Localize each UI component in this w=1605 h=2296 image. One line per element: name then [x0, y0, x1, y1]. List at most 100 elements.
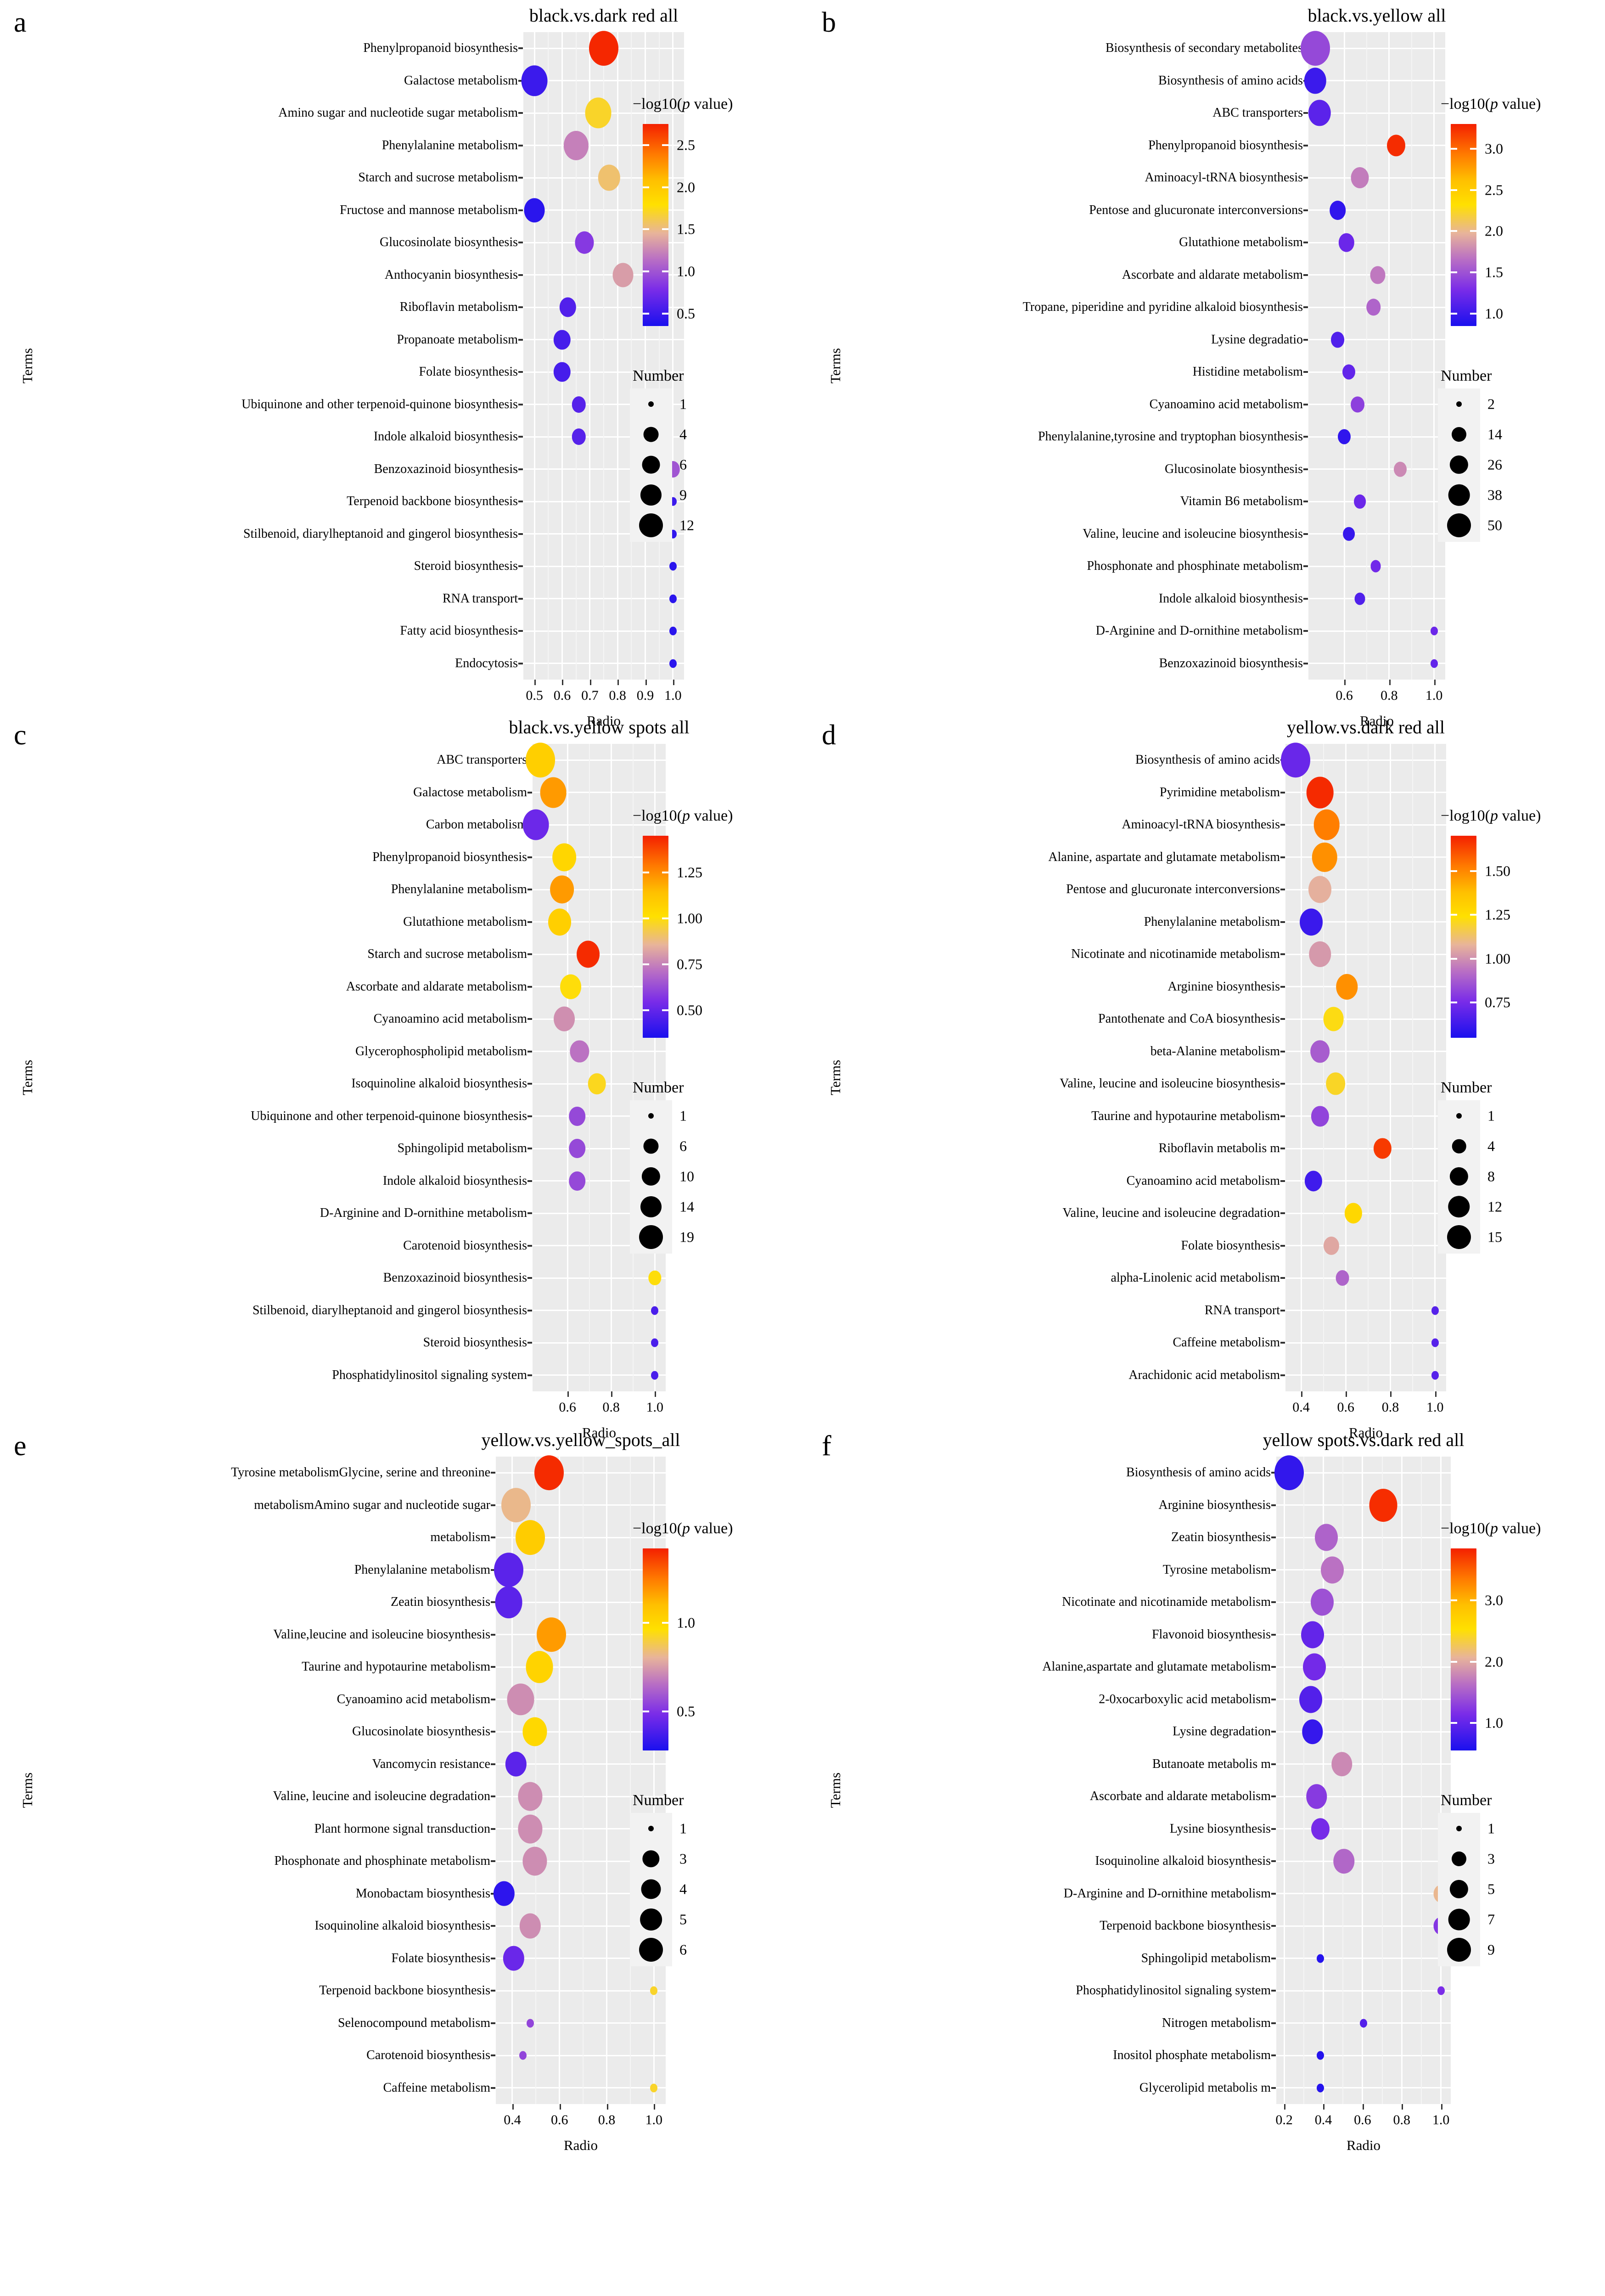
gridline-h	[1285, 759, 1446, 761]
gridline-v	[1434, 744, 1436, 1391]
x-axis-tick-label: 0.6	[1337, 1400, 1355, 1415]
size-legend-dot	[639, 1225, 663, 1249]
data-point-bubble	[494, 1552, 524, 1587]
gridline-h	[496, 1828, 666, 1830]
y-axis-tick	[1303, 533, 1308, 535]
x-axis-tick-label: 0.5	[526, 688, 543, 703]
x-axis-tick-label: 1.0	[1425, 688, 1443, 703]
y-axis-tick	[1271, 2054, 1276, 2057]
size-legend-dot	[1449, 1167, 1469, 1186]
size-legend-dot	[639, 1938, 663, 1962]
x-axis-tick	[562, 680, 564, 685]
size-legend-dot	[1452, 1851, 1466, 1866]
gridline-h	[1308, 112, 1445, 114]
size-legend-label: 4	[1487, 1137, 1495, 1154]
gridline-h	[533, 1277, 666, 1279]
panel-title-b: black.vs.yellow all	[1308, 5, 1446, 26]
y-axis-tick	[1280, 1374, 1285, 1376]
gridline-h	[1308, 436, 1445, 438]
gridline-h	[1285, 792, 1446, 793]
panel-title-f: yellow spots.vs.dark red all	[1263, 1429, 1465, 1450]
x-axis-tick	[1344, 680, 1346, 685]
data-point-bubble	[1323, 1007, 1344, 1031]
y-axis-tick	[528, 1212, 532, 1215]
color-legend-label: 2.5	[677, 136, 695, 153]
x-axis-tick	[512, 2104, 514, 2110]
y-axis-label: Nitrogen metabolism	[1162, 2015, 1271, 2030]
y-axis-label: Aminoacyl-tRNA biosynthesis	[1145, 170, 1303, 185]
gridline-h	[533, 759, 666, 761]
size-legend-dot	[642, 1850, 660, 1868]
data-point-bubble	[585, 97, 612, 129]
y-axis-tick	[1280, 1244, 1285, 1247]
y-axis-label: Glutathione metabolism	[1179, 235, 1303, 250]
gridline-h	[1308, 371, 1445, 373]
y-axis-label: Cyanoamino acid metabolism	[337, 1692, 490, 1706]
x-axis-tick-label: 1.0	[645, 2112, 663, 2127]
gridline-h	[1308, 339, 1445, 341]
x-axis-title: Radio	[1359, 713, 1394, 729]
color-legend-label: 1.0	[1485, 1714, 1503, 1731]
y-axis-label: Indole alkaloid biosynthesis	[373, 429, 518, 444]
data-point-bubble	[1280, 743, 1310, 778]
size-legend-dot	[1456, 1113, 1462, 1119]
size-legend-label: 4	[679, 426, 687, 443]
gridline-h	[496, 1860, 666, 1862]
y-axis-label: Folate biosynthesis	[419, 365, 518, 379]
gridline-v	[617, 32, 618, 680]
x-axis-tick	[1402, 2104, 1403, 2110]
data-point-bubble	[1430, 659, 1438, 668]
y-axis-tick	[1280, 1180, 1285, 1182]
gridline-h	[1276, 1569, 1451, 1571]
x-axis-title: Radio	[563, 2137, 598, 2153]
y-axis-tick	[1303, 144, 1308, 146]
data-point-bubble	[577, 940, 600, 968]
data-point-bubble	[1374, 1138, 1392, 1159]
color-legend-label: 1.5	[677, 220, 695, 237]
gridline-h	[1276, 1504, 1451, 1506]
data-point-bubble	[505, 1751, 527, 1777]
y-axis-tick	[491, 1569, 495, 1571]
y-axis-tick	[491, 1536, 495, 1539]
y-axis-tick	[1303, 403, 1308, 405]
y-axis-label: Biosynthesis of amino acids	[1158, 73, 1303, 88]
data-point-bubble	[554, 330, 571, 350]
y-axis-label: Glutathione metabolism	[403, 914, 527, 929]
y-axis-label: Anthocyanin biosynthesis	[384, 267, 518, 282]
gridline-h	[1285, 1374, 1446, 1376]
color-legend-title: −log10(p value)	[1441, 807, 1541, 824]
gridline-v	[559, 1457, 561, 2104]
x-axis-tick	[534, 680, 536, 685]
x-axis-tick	[1390, 1391, 1392, 1397]
data-point-bubble	[1431, 1371, 1439, 1380]
y-axis-label: Isoquinoline alkaloid biosynthesis	[351, 1076, 527, 1091]
data-point-bubble	[1308, 100, 1331, 126]
y-axis-label: Sphingolipid metabolism	[397, 1141, 527, 1156]
y-axis-tick	[528, 1148, 532, 1150]
size-legend-label: 50	[1487, 517, 1502, 534]
data-point-bubble	[1317, 2051, 1324, 2060]
y-axis-label: Biosynthesis of amino acids	[1126, 1465, 1271, 1480]
x-axis-tick	[1346, 1391, 1347, 1397]
y-axis-label: Indole alkaloid biosynthesis	[382, 1173, 527, 1188]
data-point-bubble	[560, 974, 582, 999]
x-axis-tick	[559, 2104, 561, 2110]
gridline-h	[1285, 1245, 1446, 1247]
color-legend-label: 0.75	[1485, 994, 1510, 1011]
data-point-bubble	[1320, 1556, 1344, 1584]
y-axis-label: D-Arginine and D-ornithine metabolism	[320, 1206, 527, 1221]
color-legend-tick	[1470, 189, 1476, 191]
color-legend-tick	[1451, 870, 1457, 872]
y-axis-label: Riboflavin metabolis m	[1158, 1141, 1280, 1156]
y-axis-tick	[518, 501, 523, 503]
y-axis-label: Caffeine metabolism	[1173, 1335, 1280, 1350]
data-point-bubble	[589, 31, 618, 66]
gridline-h	[1276, 1666, 1451, 1668]
color-legend-tick	[1451, 230, 1457, 232]
data-point-bubble	[1351, 396, 1365, 413]
y-axis-tick	[1271, 1666, 1276, 1668]
x-axis-tick-label: 0.6	[1336, 688, 1353, 703]
y-axis-title: Terms	[827, 1059, 843, 1095]
color-legend-label: 1.00	[1485, 950, 1510, 967]
